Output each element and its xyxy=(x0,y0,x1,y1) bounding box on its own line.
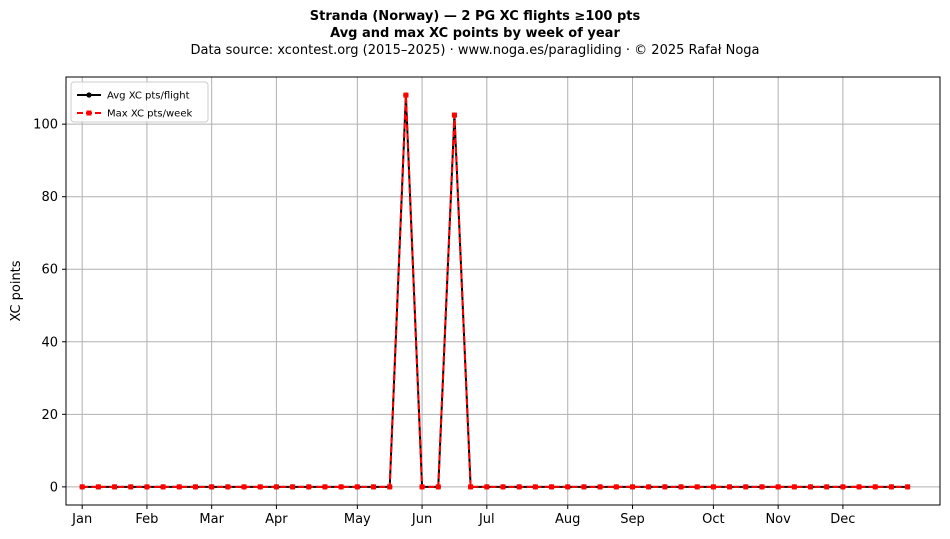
data-point xyxy=(176,484,182,490)
y-axis-label: XC points xyxy=(9,260,24,321)
y-tick-label: 100 xyxy=(33,118,58,133)
data-point xyxy=(905,484,911,490)
x-tick-label: Jun xyxy=(411,512,432,527)
legend-label: Avg XC pts/flight xyxy=(107,91,190,102)
data-point xyxy=(484,484,490,490)
plot-frame xyxy=(65,76,941,506)
series-avg xyxy=(79,92,911,490)
series-max xyxy=(79,92,911,490)
data-point xyxy=(516,484,522,490)
data-point xyxy=(888,484,894,490)
data-point xyxy=(354,484,360,490)
data-point xyxy=(581,484,587,490)
chart-titles: Stranda (Norway) — 2 PG XC flights ≥100 … xyxy=(0,8,950,59)
data-point xyxy=(387,484,393,490)
data-point xyxy=(678,484,684,490)
x-tick-label: Feb xyxy=(135,512,158,527)
data-point xyxy=(209,484,215,490)
data-point xyxy=(79,484,85,490)
data-point xyxy=(872,484,878,490)
data-point xyxy=(613,484,619,490)
data-point xyxy=(435,484,441,490)
data-point xyxy=(824,484,830,490)
data-point xyxy=(403,92,409,98)
data-point xyxy=(95,484,101,490)
data-point xyxy=(500,484,506,490)
y-tick-label: 40 xyxy=(41,335,58,350)
data-point xyxy=(694,484,700,490)
data-point xyxy=(241,484,247,490)
data-point xyxy=(451,112,457,118)
x-tick-label: Sep xyxy=(620,512,645,527)
data-point xyxy=(775,484,781,490)
legend-label: Max XC pts/week xyxy=(107,109,192,120)
data-point xyxy=(629,484,635,490)
data-point xyxy=(840,484,846,490)
legend-box xyxy=(70,81,209,123)
data-point xyxy=(468,484,474,490)
data-point xyxy=(144,484,150,490)
series-lines xyxy=(79,92,911,490)
data-point xyxy=(532,484,538,490)
legend-item: Avg XC pts/flight xyxy=(77,91,190,102)
series-line xyxy=(82,95,908,488)
legend-item: Max XC pts/week xyxy=(77,109,192,120)
data-point xyxy=(856,484,862,490)
data-point xyxy=(338,484,344,490)
x-tick-label: Apr xyxy=(265,512,288,527)
data-point xyxy=(273,484,279,490)
data-point xyxy=(192,484,198,490)
x-tick-label: Dec xyxy=(830,512,855,527)
data-point xyxy=(225,484,231,490)
legend-marker xyxy=(86,110,92,116)
y-tick-label: 80 xyxy=(41,190,58,205)
x-tick-label: Mar xyxy=(199,512,224,527)
data-point xyxy=(565,484,571,490)
data-point xyxy=(112,484,118,490)
legend: Avg XC pts/flight Max XC pts/week xyxy=(70,81,209,123)
chart-title: Stranda (Norway) — 2 PG XC flights ≥100 … xyxy=(309,9,641,24)
series-line xyxy=(82,95,908,488)
y-tick-label: 0 xyxy=(50,480,58,495)
data-point xyxy=(290,484,296,490)
y-tick-label: 20 xyxy=(41,408,58,423)
x-tick-label: May xyxy=(344,512,371,527)
data-point xyxy=(759,484,765,490)
chart-source: Data source: xcontest.org (2015–2025) · … xyxy=(190,43,760,58)
data-point xyxy=(257,484,263,490)
axis-ticks: Jan Feb Mar Apr May Jun Jul Aug Sep Oct Nov Dec 0 20 4… xyxy=(33,118,855,527)
data-point xyxy=(306,484,312,490)
data-point xyxy=(727,484,733,490)
legend-marker xyxy=(86,92,92,98)
y-tick-label: 60 xyxy=(41,263,58,278)
data-point xyxy=(419,484,425,490)
data-point xyxy=(371,484,377,490)
data-point xyxy=(743,484,749,490)
data-point xyxy=(646,484,652,490)
data-point xyxy=(549,484,555,490)
data-point xyxy=(597,484,603,490)
x-tick-label: Jan xyxy=(71,512,92,527)
data-point xyxy=(160,484,166,490)
x-tick-label: Jul xyxy=(478,512,495,527)
x-tick-label: Aug xyxy=(555,512,580,527)
data-point xyxy=(808,484,814,490)
x-tick-label: Nov xyxy=(765,512,791,527)
chart-subtitle: Avg and max XC points by week of year xyxy=(330,26,620,41)
data-point xyxy=(322,484,328,490)
data-point xyxy=(662,484,668,490)
data-point xyxy=(710,484,716,490)
data-point xyxy=(791,484,797,490)
x-tick-label: Oct xyxy=(702,512,724,527)
data-point xyxy=(128,484,134,490)
grid-lines xyxy=(66,77,940,505)
